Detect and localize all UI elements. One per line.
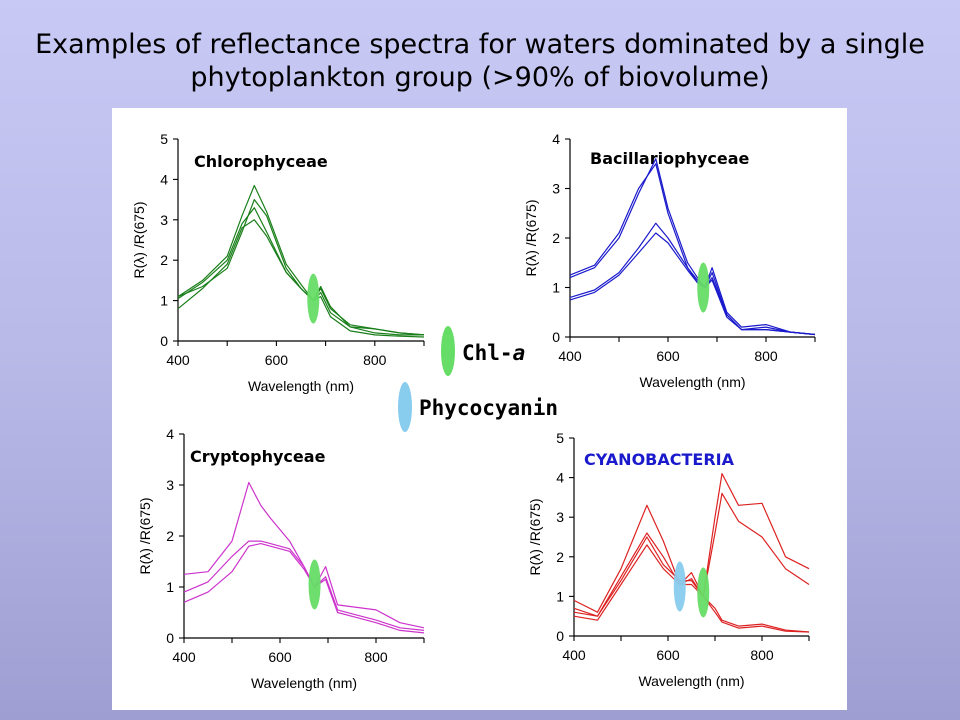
- x-tick-label: 800: [364, 649, 388, 665]
- y-tick-label: 4: [166, 426, 174, 442]
- phycocyanin-legend-label: Phycocyanin: [419, 396, 558, 420]
- y-tick-label: 3: [160, 212, 168, 228]
- y-tick-label: 1: [552, 280, 560, 296]
- y-tick-label: 2: [166, 528, 174, 544]
- chl-a-marker: [308, 559, 321, 610]
- chart-title: Bacillariophyceae: [590, 149, 750, 168]
- y-tick-label: 1: [166, 579, 174, 595]
- x-tick-label: 800: [754, 348, 778, 364]
- series-line-1: [573, 473, 810, 613]
- phycocyanin-legend-marker: [398, 382, 412, 432]
- y-axis-label: R(λ) /R(675): [131, 201, 147, 278]
- x-tick-label: 400: [558, 348, 582, 364]
- series-line-4: [573, 544, 810, 633]
- y-axis-label: R(λ) /R(675): [137, 497, 153, 574]
- series-line-3: [569, 222, 816, 336]
- y-axis-label: R(λ) /R(675): [527, 498, 543, 575]
- y-tick-label: 2: [552, 230, 560, 246]
- chart-3: 0 1 2 3 4 400 600 800 Wavelength (nm) R(λ) /R(675…: [137, 426, 425, 691]
- y-tick-label: 1: [556, 588, 564, 604]
- x-tick-label: 600: [656, 348, 680, 364]
- x-tick-label: 600: [265, 352, 289, 368]
- y-axis-label: R(λ) /R(675): [523, 199, 539, 276]
- slide-title: Examples of reflectance spectra for wate…: [35, 29, 925, 93]
- series-line-3: [177, 219, 425, 338]
- y-tick-label: 3: [166, 477, 174, 493]
- x-axis-label: Wavelength (nm): [251, 675, 357, 691]
- legend: Chl-a Phycocyanin: [398, 326, 558, 432]
- chart-2: 0 1 2 3 4 400 600 800 Wavelength (nm) R(λ) /R(675…: [523, 131, 816, 390]
- y-tick-label: 2: [556, 549, 564, 565]
- y-tick-label: 0: [160, 333, 168, 349]
- chart-4: 0 1 2 3 4 5 400 600 800 Wavelength (nm) R(λ) /R(67…: [527, 430, 810, 689]
- chart-1: 0 1 2 3 4 5 400 600 800 Wavelength (nm) R(λ) /R(67…: [131, 131, 425, 394]
- x-axis-label: Wavelength (nm): [639, 374, 745, 390]
- chl-a-marker: [307, 273, 320, 324]
- series-line-2: [177, 184, 425, 336]
- y-tick-label: 5: [556, 430, 564, 446]
- x-axis-label: Wavelength (nm): [638, 673, 744, 689]
- series-line-4: [177, 199, 425, 336]
- chl-a-marker: [697, 567, 710, 618]
- y-tick-label: 3: [556, 509, 564, 525]
- series-line-2: [569, 163, 816, 336]
- series-line-3: [183, 543, 425, 634]
- chl-a-marker: [697, 262, 710, 313]
- chl-a-legend-label: Chl-a: [462, 341, 525, 365]
- chart-title: Cryptophyceae: [190, 447, 326, 466]
- x-tick-label: 400: [172, 649, 196, 665]
- chart-title: CYANOBACTERIA: [584, 450, 735, 469]
- series-line-1: [569, 158, 816, 336]
- x-tick-label: 800: [363, 352, 387, 368]
- x-tick-label: 400: [562, 647, 586, 663]
- phycocyanin-marker: [673, 561, 686, 612]
- x-tick-label: 800: [750, 647, 774, 663]
- y-tick-label: 0: [166, 630, 174, 646]
- y-tick-label: 1: [160, 293, 168, 309]
- y-tick-label: 5: [160, 131, 168, 147]
- series-line-1: [183, 481, 425, 629]
- x-tick-label: 600: [268, 649, 292, 665]
- y-tick-label: 3: [552, 181, 560, 197]
- chart-title: Chlorophyceae: [194, 152, 328, 171]
- x-tick-label: 400: [166, 352, 190, 368]
- y-tick-label: 4: [556, 470, 564, 486]
- y-tick-label: 4: [552, 131, 560, 147]
- figure-panel: Chl-a Phycocyanin 0 1 2 3 4 5 400 600 800 Wavelen…: [112, 108, 847, 710]
- y-tick-label: 0: [552, 329, 560, 345]
- series-line-1: [177, 207, 424, 336]
- x-axis-label: Wavelength (nm): [248, 378, 354, 394]
- y-tick-label: 0: [556, 628, 564, 644]
- series-line-2: [183, 540, 425, 631]
- y-tick-label: 4: [160, 171, 168, 187]
- y-tick-label: 2: [160, 252, 168, 268]
- chl-a-legend-marker: [441, 326, 455, 376]
- x-tick-label: 600: [656, 647, 680, 663]
